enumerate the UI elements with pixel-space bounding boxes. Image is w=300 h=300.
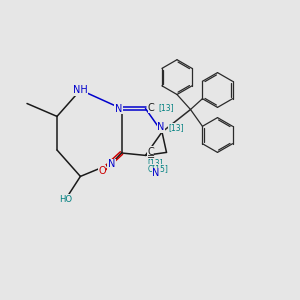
Text: N: N (108, 159, 115, 170)
Text: NH: NH (73, 85, 88, 95)
Text: C: C (147, 147, 154, 157)
Text: N: N (152, 168, 160, 178)
Text: C[15]: C[15] (147, 164, 168, 173)
Text: =: = (147, 152, 155, 162)
Text: HO: HO (59, 195, 73, 204)
Text: [13]: [13] (169, 123, 184, 132)
Text: O: O (98, 166, 106, 176)
Text: [13]: [13] (158, 103, 174, 112)
Text: C: C (148, 103, 155, 113)
Text: N: N (115, 103, 122, 114)
Text: [13]: [13] (147, 158, 163, 167)
Text: N: N (157, 122, 164, 133)
